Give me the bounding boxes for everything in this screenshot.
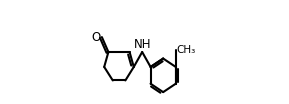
- Text: NH: NH: [134, 38, 151, 51]
- Text: CH₃: CH₃: [177, 45, 196, 55]
- Text: O: O: [92, 31, 101, 44]
